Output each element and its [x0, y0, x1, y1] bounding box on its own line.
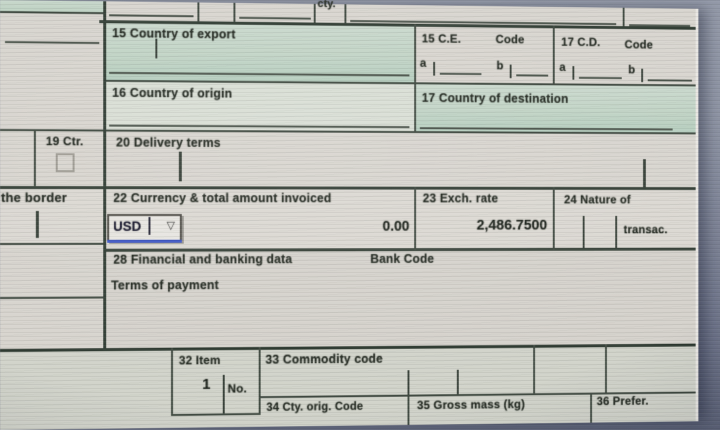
grid-line	[344, 4, 347, 23]
box-17cd-code-label: Code	[624, 37, 654, 52]
cd-a-field[interactable]	[578, 76, 622, 80]
box-17cd-label: 17 C.D.	[561, 35, 601, 50]
item-no-divider	[222, 374, 225, 414]
terms-of-payment-label: Terms of payment	[111, 278, 219, 293]
box-34-label: 34 Cty. orig. Code	[266, 400, 364, 414]
box-15-label: 15 Country of export	[112, 26, 236, 42]
grid-line	[258, 346, 261, 414]
grid-line	[622, 7, 625, 27]
box-23-label: 23 Exch. rate	[422, 191, 499, 206]
text-cursor	[155, 38, 158, 59]
box-17-label: 17 Country of destination	[421, 91, 569, 106]
box-35-label: 35 Gross mass (kg)	[417, 397, 526, 413]
box-15ce-code-label: Code	[495, 32, 525, 47]
nature-subbox-divider	[615, 215, 618, 248]
box-32-label: 32 Item	[178, 353, 221, 368]
box-22-label: 22 Currency & total amount invoiced	[113, 191, 332, 206]
grid-line	[233, 2, 236, 22]
box-17cd-b-label: b	[628, 62, 636, 77]
left-fragment-tick	[35, 211, 39, 238]
commodity-subdivider	[407, 370, 410, 395]
ce-b-field[interactable]	[516, 74, 549, 77]
box-24-label-line1: 24 Nature of	[564, 192, 631, 207]
grid-line	[313, 3, 316, 23]
currency-dropdown[interactable]: USD ▽	[107, 214, 182, 242]
customs-declaration-form: cty. 15 Country of export 15 C.E. Code a…	[0, 0, 699, 430]
box-15ce-label: 15 C.E.	[421, 31, 462, 46]
dropdown-arrow-icon[interactable]: ▽	[166, 219, 175, 232]
box-17-country-of-destination[interactable]	[415, 82, 696, 133]
invoice-amount-value[interactable]: 0.00	[382, 218, 410, 235]
grid-line	[197, 2, 200, 22]
commodity-subdivider	[456, 369, 459, 395]
grid-line	[414, 23, 417, 134]
currency-value: USD	[113, 218, 142, 234]
item-number-value[interactable]: 1	[202, 376, 211, 393]
box-15ce-a-label: a	[419, 55, 427, 70]
cty-label: cty.	[317, 0, 336, 11]
grid-line	[171, 347, 173, 415]
grid-line	[0, 242, 104, 245]
box-32-no-label: No.	[227, 381, 247, 396]
subfield-tick	[641, 68, 644, 83]
box-33-label: 33 Commodity code	[265, 351, 383, 367]
ce-a-field[interactable]	[439, 72, 482, 76]
box-20-label: 20 Delivery terms	[116, 135, 221, 150]
box-15ce-b-label: b	[496, 58, 504, 73]
grid-line	[552, 25, 555, 85]
grid-line	[605, 344, 607, 394]
border-fragment-label: the border	[0, 190, 67, 206]
exchange-rate-value[interactable]: 2,486.7500	[476, 216, 548, 234]
box-36-label: 36 Prefer.	[596, 393, 649, 409]
dropdown-focus-underline	[107, 239, 182, 243]
text-cursor	[148, 216, 151, 235]
left-partial-cell	[0, 11, 104, 130]
box-16-label: 16 Country of origin	[112, 85, 233, 101]
grid-line	[533, 344, 536, 395]
grid-line	[33, 129, 36, 188]
subfield-tick	[509, 64, 512, 79]
grid-line	[103, 1, 107, 351]
bank-code-label: Bank Code	[370, 252, 435, 266]
grid-line	[552, 186, 555, 250]
delivery-terms-divider	[643, 159, 646, 188]
delivery-terms-divider	[178, 151, 182, 182]
nature-subbox-divider	[582, 215, 585, 248]
box-24-label-line2: transac.	[623, 222, 668, 237]
grid-line	[407, 394, 410, 425]
box-19-label: 19 Ctr.	[45, 134, 84, 149]
box-28-label: 28 Financial and banking data	[113, 252, 293, 267]
subfield-tick	[433, 61, 436, 76]
box-17cd-a-label: a	[559, 60, 566, 74]
cd-b-field[interactable]	[647, 79, 692, 82]
box-17-cd-code	[553, 25, 696, 85]
subfield-tick	[572, 66, 575, 80]
grid-line	[590, 392, 593, 423]
container-checkbox[interactable]	[55, 153, 75, 173]
